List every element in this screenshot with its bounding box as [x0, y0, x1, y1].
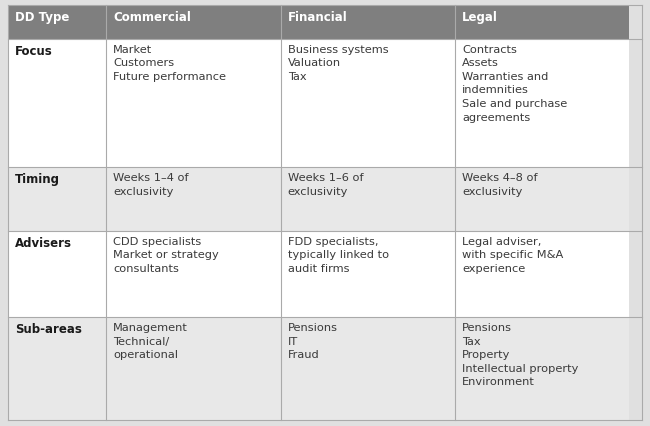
- Bar: [281, 231, 455, 317]
- Bar: [106, 6, 281, 40]
- Bar: [455, 40, 629, 168]
- Bar: [455, 231, 629, 317]
- Bar: [106, 168, 281, 231]
- Text: Contracts
Assets
Warranties and
indemnities
Sale and purchase
agreements: Contracts Assets Warranties and indemnit…: [462, 45, 567, 122]
- Text: Legal: Legal: [462, 11, 498, 24]
- Text: Sub-areas: Sub-areas: [15, 322, 82, 335]
- Bar: [8, 317, 106, 420]
- Text: Legal adviser,
with specific M&A
experience: Legal adviser, with specific M&A experie…: [462, 236, 563, 273]
- Text: Advisers: Advisers: [15, 236, 72, 249]
- Bar: [8, 231, 106, 317]
- Text: Timing: Timing: [15, 173, 60, 186]
- Text: Pensions
Tax
Property
Intellectual property
Environment: Pensions Tax Property Intellectual prope…: [462, 322, 578, 386]
- Text: CDD specialists
Market or strategy
consultants: CDD specialists Market or strategy consu…: [113, 236, 219, 273]
- Bar: [281, 40, 455, 168]
- Bar: [281, 6, 455, 40]
- Bar: [281, 168, 455, 231]
- Text: Weeks 4–8 of
exclusivity: Weeks 4–8 of exclusivity: [462, 173, 538, 196]
- Text: Weeks 1–6 of
exclusivity: Weeks 1–6 of exclusivity: [287, 173, 363, 196]
- Text: Market
Customers
Future performance: Market Customers Future performance: [113, 45, 226, 82]
- Bar: [106, 317, 281, 420]
- Bar: [106, 40, 281, 168]
- Bar: [8, 40, 106, 168]
- Text: Focus: Focus: [15, 45, 53, 58]
- Text: Pensions
IT
Fraud: Pensions IT Fraud: [287, 322, 337, 360]
- Text: Weeks 1–4 of
exclusivity: Weeks 1–4 of exclusivity: [113, 173, 189, 196]
- Text: DD Type: DD Type: [15, 11, 70, 24]
- Bar: [455, 6, 629, 40]
- Text: Management
Technical/
operational: Management Technical/ operational: [113, 322, 188, 360]
- Bar: [455, 317, 629, 420]
- Text: Business systems
Valuation
Tax: Business systems Valuation Tax: [287, 45, 388, 82]
- Bar: [8, 168, 106, 231]
- Bar: [8, 6, 106, 40]
- Bar: [106, 231, 281, 317]
- Text: Commercial: Commercial: [113, 11, 191, 24]
- Bar: [281, 317, 455, 420]
- Bar: [455, 168, 629, 231]
- Text: FDD specialists,
typically linked to
audit firms: FDD specialists, typically linked to aud…: [287, 236, 389, 273]
- Text: Financial: Financial: [287, 11, 347, 24]
